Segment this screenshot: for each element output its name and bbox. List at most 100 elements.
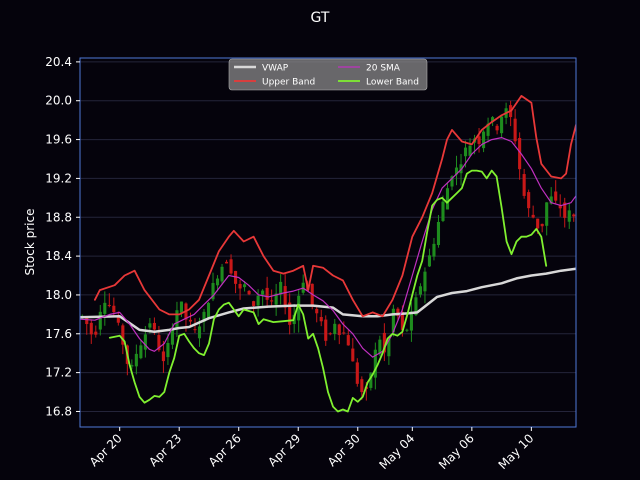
candle-body-90 <box>486 123 490 136</box>
candle-body-83 <box>454 167 459 175</box>
candle-body-81 <box>445 188 450 210</box>
candle-body-35 <box>238 283 242 289</box>
candle-body-59 <box>346 335 350 346</box>
series-line-upper-band <box>94 95 576 318</box>
series-line-lower-band <box>108 169 548 413</box>
candle-body-25 <box>193 329 197 331</box>
candle-body-41 <box>265 287 269 300</box>
candle-body-40 <box>261 290 265 295</box>
y-tick-label-5: 18.8 <box>45 210 72 224</box>
candle-body-100 <box>531 214 535 218</box>
series-line-20-sma <box>80 137 576 358</box>
candle-body-61 <box>355 362 359 384</box>
candle-body-64 <box>369 373 373 388</box>
y-tick-label-7: 19.6 <box>45 133 72 147</box>
candle-body-39 <box>256 295 260 306</box>
candle-body-57 <box>337 324 341 336</box>
candle-body-75 <box>418 286 422 295</box>
candle-body-2 <box>89 322 93 335</box>
candle-body-17 <box>157 335 161 351</box>
candle-body-65 <box>373 349 377 378</box>
candle-body-44 <box>279 281 283 295</box>
candle-body-33 <box>229 259 233 274</box>
candle-body-108 <box>567 210 571 222</box>
candle-body-76 <box>423 271 427 292</box>
y-tick-label-6: 19.2 <box>45 171 72 185</box>
candle-body-38 <box>252 301 256 306</box>
candle-body-46 <box>288 302 292 325</box>
y-tick-label-3: 18.0 <box>45 288 72 302</box>
y-tick-label-4: 18.4 <box>45 249 72 263</box>
candle-body-71 <box>400 311 404 331</box>
candle-body-42 <box>270 300 274 302</box>
candle-body-7 <box>112 305 116 313</box>
candle-body-99 <box>527 192 531 209</box>
candle-body-69 <box>391 308 395 333</box>
candle-body-52 <box>315 308 319 314</box>
candle-body-85 <box>463 147 468 157</box>
candle-body-32 <box>224 261 229 264</box>
candle-body-107 <box>563 202 567 218</box>
candle-body-20 <box>170 327 174 345</box>
candle-body-82 <box>450 176 454 187</box>
candle-body-48 <box>297 295 301 321</box>
y-tick-label-1: 17.2 <box>45 366 72 380</box>
candle-body-21 <box>175 310 179 328</box>
candle-body-11 <box>130 365 134 367</box>
candle-body-28 <box>206 302 211 319</box>
candle-body-29 <box>211 282 215 300</box>
candle-body-4 <box>98 311 102 330</box>
candle-body-53 <box>319 317 323 322</box>
candle-body-12 <box>134 353 138 367</box>
candle-body-67 <box>382 332 386 353</box>
candle-body-26 <box>197 326 202 339</box>
candle-body-109 <box>572 214 576 217</box>
candle-body-58 <box>342 332 346 334</box>
y-tick-label-0: 16.8 <box>45 404 72 418</box>
candle-body-97 <box>518 138 522 170</box>
legend-label-2: 20 SMA <box>366 64 401 74</box>
legend-label-0: VWAP <box>262 64 289 74</box>
candle-body-13 <box>139 345 143 359</box>
candle-body-43 <box>274 293 278 305</box>
candle-body-24 <box>188 319 193 322</box>
candle-body-30 <box>215 278 220 286</box>
candle-body-15 <box>148 323 152 328</box>
candle-body-70 <box>396 308 400 316</box>
candle-body-16 <box>152 322 156 330</box>
candle-body-77 <box>427 255 432 267</box>
candle-body-9 <box>121 325 125 345</box>
candle-body-8 <box>116 316 120 323</box>
candle-body-86 <box>468 145 472 156</box>
candle-body-56 <box>333 323 337 334</box>
candle-body-36 <box>243 284 247 288</box>
y-tick-label-9: 20.4 <box>45 55 72 69</box>
candle-body-80 <box>441 201 445 221</box>
candle-body-93 <box>500 116 504 134</box>
candle-body-73 <box>409 311 413 331</box>
candle-body-27 <box>202 311 206 322</box>
candle-body-98 <box>522 174 526 196</box>
chart-title: GT <box>311 10 330 26</box>
candle-body-92 <box>495 125 499 131</box>
legend-label-3: Lower Band <box>366 78 419 88</box>
candle-body-22 <box>179 301 184 313</box>
candle-body-60 <box>351 348 355 362</box>
candle-body-37 <box>247 290 251 295</box>
candle-body-3 <box>94 331 98 335</box>
candle-body-55 <box>328 333 332 335</box>
candle-body-105 <box>554 191 558 201</box>
legend-label-1: Upper Band <box>262 78 315 88</box>
candle-body-54 <box>324 319 328 341</box>
y-axis-label: Stock price <box>23 209 37 276</box>
candle-body-79 <box>436 221 441 246</box>
candle-body-5 <box>103 302 107 314</box>
candle-body-66 <box>378 339 382 355</box>
candle-body-45 <box>283 286 287 308</box>
y-tick-label-2: 17.6 <box>45 327 72 341</box>
candle-body-101 <box>536 218 540 229</box>
candle-body-74 <box>414 297 418 316</box>
legend: VWAP Upper Band 20 SMA Lower Band <box>228 58 428 91</box>
candle-body-103 <box>545 202 549 226</box>
